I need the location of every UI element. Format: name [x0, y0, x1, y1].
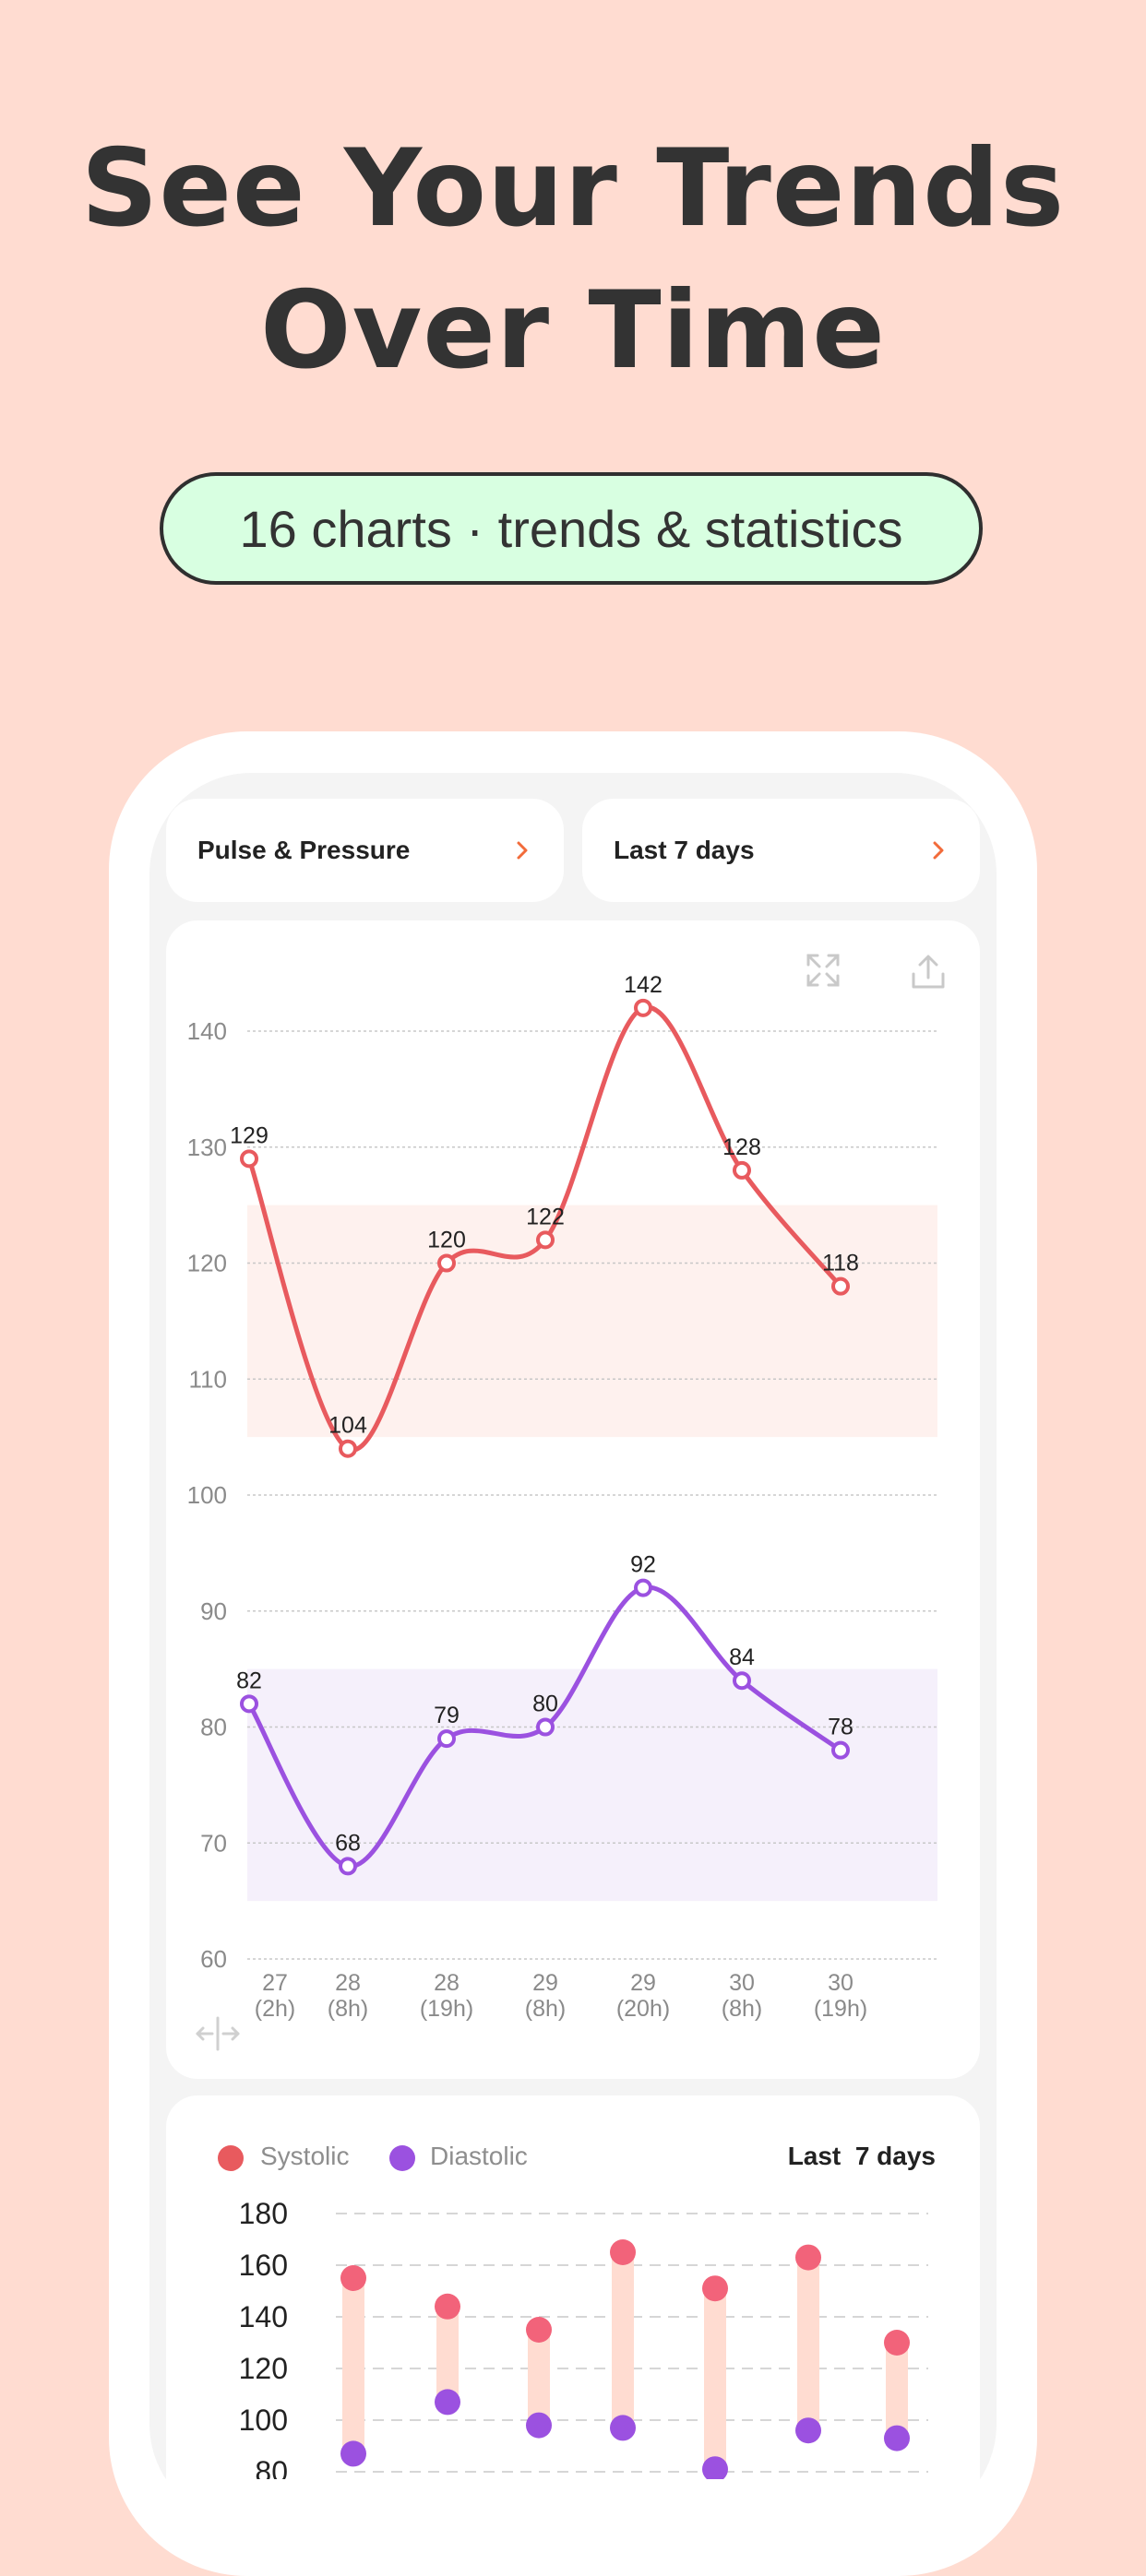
metric-selector[interactable]: Pulse & Pressure: [166, 799, 564, 902]
y-tick-label: 180: [239, 2197, 288, 2230]
x-tick-label: (8h): [525, 1996, 566, 2022]
diastolic-point: [526, 2412, 552, 2439]
period-selector[interactable]: Last 7 days: [582, 799, 980, 902]
y-tick-label: 120: [187, 1250, 227, 1277]
x-tick-label: (8h): [328, 1996, 368, 2022]
data-point: [240, 1694, 258, 1714]
y-tick-label: 140: [187, 1017, 227, 1045]
x-tick-label: (2h): [255, 1996, 295, 2022]
data-label: 80: [532, 1692, 558, 1717]
y-tick-label: 70: [200, 1829, 227, 1857]
range-bar-chart: 180 160 140 120 100 80: [239, 2197, 928, 2479]
expand-icon[interactable]: [806, 954, 840, 987]
diastolic-point: [610, 2415, 636, 2441]
data-point: [634, 998, 652, 1017]
range-bar: [436, 2306, 459, 2403]
diastolic-point: [884, 2425, 910, 2451]
diastolic-point: [435, 2389, 460, 2416]
chevron-right-icon: [517, 841, 528, 860]
data-point: [733, 1160, 751, 1180]
systolic-point: [610, 2239, 636, 2265]
range-period-label: Last 7 days: [787, 2142, 936, 2170]
data-label: 78: [828, 1715, 854, 1740]
feature-badge: 16 charts · trends & statistics: [160, 472, 983, 585]
diastolic-legend-label: Diastolic: [430, 2142, 528, 2170]
normal-range-band: [247, 1205, 937, 1438]
systolic-legend-label: Systolic: [260, 2142, 350, 2170]
x-tick-label: 27: [262, 1970, 288, 1996]
y-tick-label: 140: [239, 2300, 288, 2333]
y-tick-label: 160: [239, 2249, 288, 2282]
y-tick-label: 110: [189, 1365, 227, 1393]
diastolic-legend-dot: [389, 2145, 415, 2171]
x-tick-label: 29: [630, 1970, 656, 1996]
data-point: [339, 1857, 357, 1876]
diastolic-point: [795, 2417, 821, 2444]
y-tick-label: 100: [239, 2404, 288, 2437]
systolic-point: [795, 2244, 821, 2271]
metric-selector-label: Pulse & Pressure: [197, 836, 411, 864]
range-bar: [342, 2278, 364, 2454]
y-tick-label: 80: [255, 2455, 288, 2479]
x-tick-label: 30: [729, 1970, 755, 1996]
x-tick-label: (19h): [814, 1996, 867, 2022]
y-tick-label: 120: [239, 2352, 288, 2385]
range-bar: [704, 2288, 726, 2470]
data-point: [536, 1230, 555, 1250]
data-point: [339, 1439, 357, 1458]
data-point: [831, 1276, 850, 1296]
systolic-legend-dot: [218, 2145, 244, 2171]
range-bar: [528, 2330, 550, 2426]
data-point: [733, 1671, 751, 1691]
data-label: 142: [624, 972, 663, 998]
trend-line-chart: 140 130 120 110 100 90 80 70 60 129 104 120 122 142 1…: [187, 954, 945, 2051]
data-point: [437, 1729, 456, 1749]
x-tick-label: (8h): [722, 1996, 762, 2022]
data-label: 118: [822, 1251, 859, 1276]
x-tick-label: 28: [434, 1970, 460, 1996]
data-point: [240, 1149, 258, 1169]
headline: See Your Trends Over Time: [0, 118, 1146, 402]
systolic-point: [435, 2293, 460, 2320]
chevron-right-icon: [933, 841, 944, 860]
data-point: [634, 1578, 652, 1597]
systolic-point: [884, 2330, 910, 2356]
x-tick-label: (20h): [616, 1996, 670, 2022]
data-label: 128: [722, 1134, 761, 1160]
systolic-point: [702, 2275, 728, 2302]
x-tick-label: (19h): [420, 1996, 473, 2022]
data-label: 92: [630, 1552, 656, 1578]
headline-line-2: Over Time: [260, 268, 886, 393]
y-tick-label: 60: [200, 1945, 227, 1973]
systolic-point: [340, 2265, 366, 2291]
data-label: 120: [427, 1228, 466, 1253]
data-label: 129: [230, 1122, 269, 1148]
headline-line-1: See Your Trends: [80, 126, 1066, 251]
data-label: 68: [335, 1830, 361, 1856]
period-selector-label: Last 7 days: [614, 836, 755, 864]
data-label: 104: [328, 1413, 367, 1439]
y-tick-label: 90: [200, 1597, 227, 1625]
data-label: 79: [434, 1703, 460, 1728]
data-point: [831, 1740, 850, 1760]
y-tick-label: 80: [200, 1714, 227, 1741]
data-point: [536, 1717, 555, 1737]
fit-width-icon[interactable]: [196, 2016, 240, 2051]
diastolic-point: [702, 2456, 728, 2479]
data-point: [437, 1253, 456, 1273]
diastolic-point: [340, 2440, 366, 2467]
x-tick-label: 28: [335, 1970, 361, 1996]
share-icon[interactable]: [912, 955, 945, 989]
data-label: 82: [236, 1668, 262, 1693]
data-label: 84: [729, 1644, 755, 1670]
range-bar: [886, 2343, 908, 2439]
systolic-point: [526, 2317, 552, 2343]
y-tick-label: 130: [187, 1134, 227, 1161]
x-tick-label: 30: [828, 1970, 854, 1996]
y-tick-label: 100: [187, 1481, 227, 1509]
x-tick-label: 29: [532, 1970, 558, 1996]
data-label: 122: [526, 1204, 565, 1229]
range-bar: [797, 2257, 819, 2431]
range-bar: [612, 2252, 634, 2428]
